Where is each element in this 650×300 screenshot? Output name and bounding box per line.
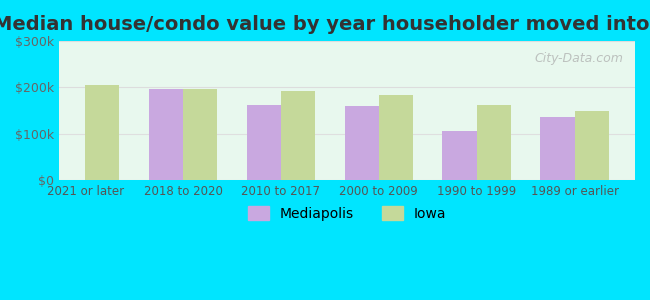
Bar [183,89,217,180]
Text: City-Data.com: City-Data.com [534,52,623,65]
Title: Median house/condo value by year householder moved into unit: Median house/condo value by year househo… [0,15,650,34]
Bar [379,95,413,180]
Bar [85,85,120,180]
Bar [476,105,511,180]
Bar [344,106,379,180]
Bar [149,89,183,180]
Legend: Mediapolis, Iowa: Mediapolis, Iowa [242,200,452,226]
Bar [246,105,281,180]
Bar [281,91,315,180]
Bar [575,111,609,180]
Bar [540,117,575,180]
Bar [443,130,476,180]
